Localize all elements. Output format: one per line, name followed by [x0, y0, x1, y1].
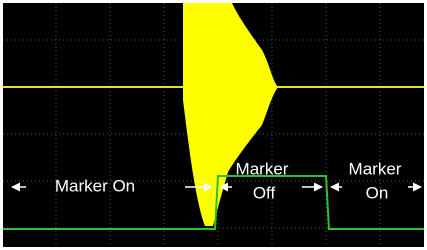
annotation: Marker — [349, 159, 402, 178]
annotation: Off — [253, 183, 276, 202]
scope-screen: Marker On Marker Off Marker On — [0, 0, 427, 250]
annotation: Marker On — [55, 176, 135, 195]
page: Marker On Marker Off Marker On (() => { … — [0, 0, 427, 250]
annotation: On — [366, 183, 389, 202]
annotation: Marker — [236, 159, 289, 178]
